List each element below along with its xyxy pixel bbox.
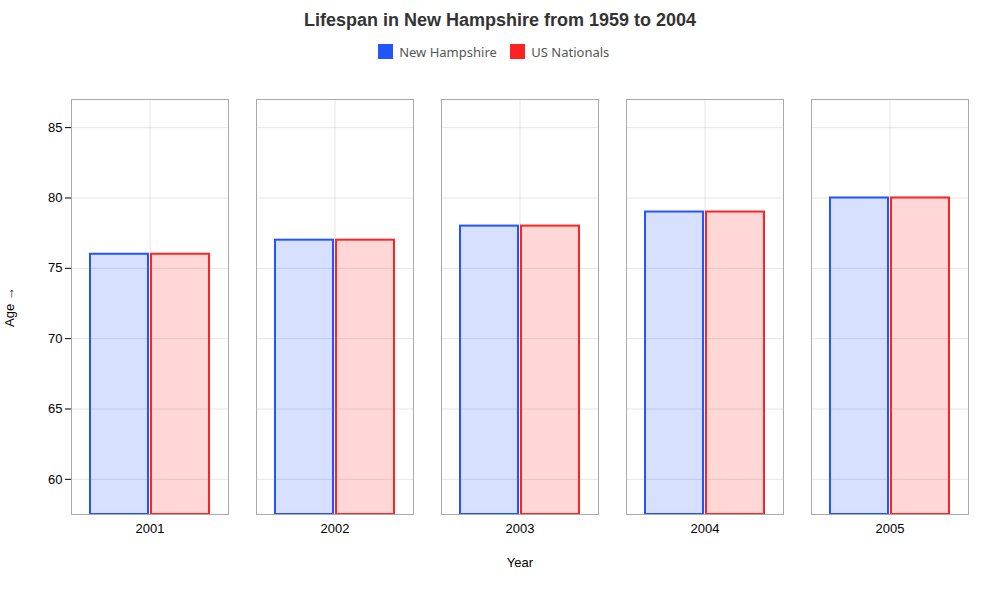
svg-text:2002: 2002	[321, 520, 350, 535]
html-text:US Nationals: US Nationals	[531, 42, 610, 61]
svg-text:2001: 2001	[136, 520, 165, 535]
svg-text:2005: 2005	[876, 520, 905, 535]
html-text:New Hampshire: New Hampshire	[399, 42, 497, 61]
svg-text:2004: 2004	[691, 520, 720, 535]
svg-text:65: 65	[48, 401, 62, 416]
svg-text:60: 60	[48, 471, 62, 486]
svg-text:85: 85	[48, 119, 62, 134]
svg-text:2003: 2003	[506, 520, 535, 535]
svg-text:70: 70	[48, 330, 62, 345]
svg-text:80: 80	[48, 190, 62, 205]
svg-text:Age →: Age →	[2, 287, 17, 327]
html-text:Lifespan in New Hampshire from: Lifespan in New Hampshire from 1959 to 2…	[303, 10, 697, 30]
svg-text:Year: Year	[507, 554, 534, 569]
svg-text:75: 75	[48, 260, 62, 275]
